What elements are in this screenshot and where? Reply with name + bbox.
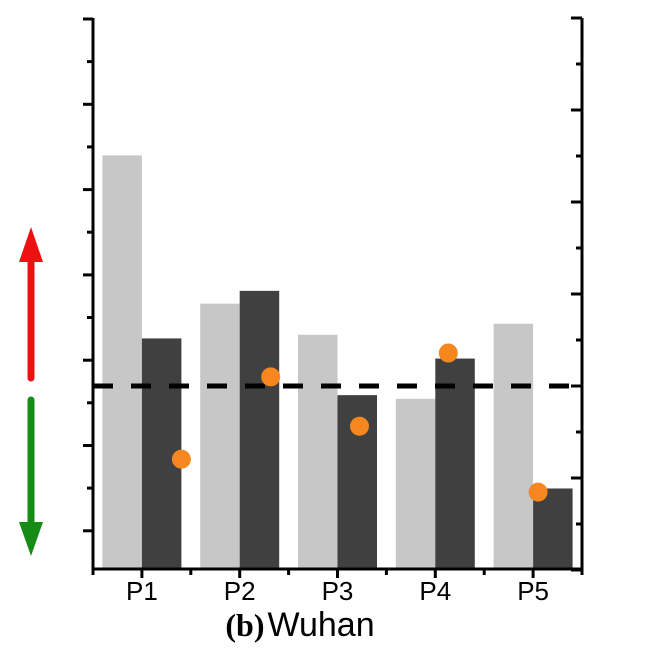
- bar-light-P4: [395, 398, 436, 569]
- x-tick-label-P5: P5: [517, 576, 549, 606]
- bar-light-P2: [200, 303, 240, 569]
- bar-dark-P5: [533, 488, 573, 569]
- x-tick-label-P1: P1: [126, 576, 158, 606]
- marker-orange-P3: [350, 416, 369, 436]
- marker-orange-P4: [438, 343, 458, 363]
- increase-arrow-head-icon: [19, 227, 43, 262]
- bar-light-P3: [298, 334, 338, 569]
- x-tick-label-P4: P4: [419, 576, 451, 606]
- caption-city-name: Wuhan: [267, 606, 375, 644]
- bar-light-P1: [102, 155, 142, 570]
- bar-dark-P2: [239, 290, 280, 569]
- bar-dark-P4: [435, 358, 475, 569]
- marker-orange-P2: [261, 367, 281, 387]
- caption-panel-index: (b): [225, 607, 265, 643]
- marker-orange-P5: [528, 482, 548, 502]
- figure-caption: (b)Wuhan: [0, 606, 600, 645]
- x-tick-label-P2: P2: [224, 576, 256, 606]
- x-tick-label-P3: P3: [322, 576, 354, 606]
- bar-light-P5: [493, 323, 534, 569]
- marker-orange-P1: [171, 449, 191, 469]
- decrease-arrow-head-icon: [19, 522, 43, 556]
